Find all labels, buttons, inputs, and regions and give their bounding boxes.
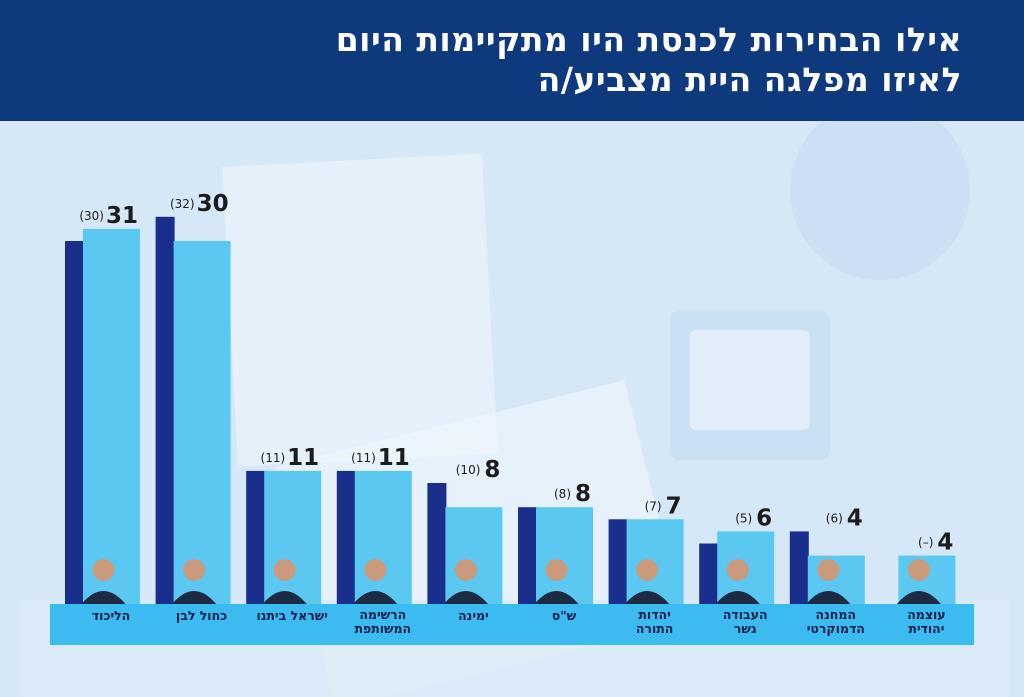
party-name-strip: [50, 604, 974, 645]
party-name-label: הרשימה: [359, 607, 406, 622]
previous-seats-value-label: (8): [554, 487, 571, 501]
current-seats-value-label: 30: [197, 191, 229, 217]
party-leader-suit-icon: [625, 591, 670, 604]
current-seats-value-label: 31: [106, 203, 138, 229]
previous-seats-bar: [699, 543, 719, 604]
previous-seats-bar: [155, 216, 175, 605]
current-seats-bar: [445, 507, 503, 604]
previous-seats-bar: [246, 470, 266, 604]
party-leader-portrait-icon: [907, 559, 930, 581]
current-seats-value-label: 8: [484, 457, 500, 483]
current-seats-value-label: 11: [287, 445, 319, 471]
current-seats-value-label: 6: [756, 505, 772, 531]
current-seats-bar: [83, 228, 140, 604]
party-leader-suit-icon: [806, 591, 851, 604]
current-seats-value-label: 7: [666, 493, 682, 519]
previous-seats-bar: [608, 519, 628, 604]
party-leader-portrait-icon: [273, 559, 296, 581]
previous-seats-value-label: (30): [79, 209, 104, 223]
party-name-label: ש"ס: [552, 608, 577, 623]
party-leader-portrait-icon: [92, 559, 115, 581]
previous-seats-value-label: (11): [261, 451, 286, 465]
party-name-label: יהודית: [908, 621, 944, 636]
party-leader-portrait-icon: [726, 559, 749, 581]
party-leader-portrait-icon: [454, 559, 477, 581]
previous-seats-bar: [336, 470, 356, 604]
party-leader-portrait-icon: [183, 559, 206, 581]
current-seats-bar: [264, 470, 322, 604]
previous-seats-bar: [518, 507, 537, 604]
party-leader-portrait-icon: [545, 559, 568, 581]
party-leader-suit-icon: [896, 591, 941, 604]
previous-seats-value-label: (32): [170, 197, 195, 211]
party-leader-suit-icon: [172, 591, 217, 604]
previous-seats-value-label: (6): [826, 511, 843, 525]
party-name-label: ימינה: [458, 608, 489, 623]
party-name-label: כחול לבן: [176, 608, 227, 623]
party-name-label: ישראל ביתנו: [256, 608, 328, 623]
party-name-label: עוצמה: [907, 607, 945, 622]
party-name-label: המשותפת: [354, 621, 411, 636]
party-name-label: גשר: [734, 621, 757, 636]
party-leader-suit-icon: [81, 591, 126, 604]
previous-seats-bar: [789, 531, 809, 604]
party-leader-suit-icon: [715, 591, 760, 604]
party-leader-portrait-icon: [636, 559, 659, 581]
current-seats-bar: [626, 519, 684, 604]
current-seats-bar: [173, 241, 231, 604]
current-seats-bar: [354, 470, 412, 604]
title-banner: אילו הבחירות לכנסת היו מתקיימות היום לאי…: [0, 0, 1024, 121]
current-seats-bar: [536, 507, 593, 604]
chart-title-line-2: לאיזו מפלגה היית מצביע/ה: [537, 60, 962, 99]
party-leader-suit-icon: [353, 591, 398, 604]
party-leader-portrait-icon: [817, 559, 840, 581]
previous-seats-value-label: (11): [351, 451, 376, 465]
party-name-label: העבודה: [723, 607, 768, 622]
current-seats-value-label: 4: [937, 530, 953, 556]
party-leader-suit-icon: [534, 591, 579, 604]
party-leader-suit-icon: [443, 591, 488, 604]
current-seats-value-label: 4: [847, 505, 863, 531]
current-seats-value-label: 8: [575, 481, 591, 507]
party-name-label: הליכוד: [92, 608, 131, 623]
previous-seats-value-label: (7): [645, 499, 662, 513]
current-seats-value-label: 11: [378, 445, 410, 471]
party-name-label: יהדות: [638, 607, 670, 622]
party-leader-portrait-icon: [364, 559, 387, 581]
party-name-label: הדמוקרטי: [807, 621, 865, 636]
party-leader-suit-icon: [262, 591, 307, 604]
previous-seats-bar: [65, 241, 84, 604]
previous-seats-value-label: (10): [456, 463, 481, 477]
previous-seats-value-label: (5): [735, 511, 752, 525]
party-name-label: התורה: [636, 621, 674, 636]
previous-seats-bar: [427, 483, 447, 604]
party-name-label: המחנה: [816, 607, 856, 622]
previous-seats-value-label: (–): [918, 536, 933, 550]
chart-title-line-1: אילו הבחירות לכנסת היו מתקיימות היום: [335, 20, 962, 59]
